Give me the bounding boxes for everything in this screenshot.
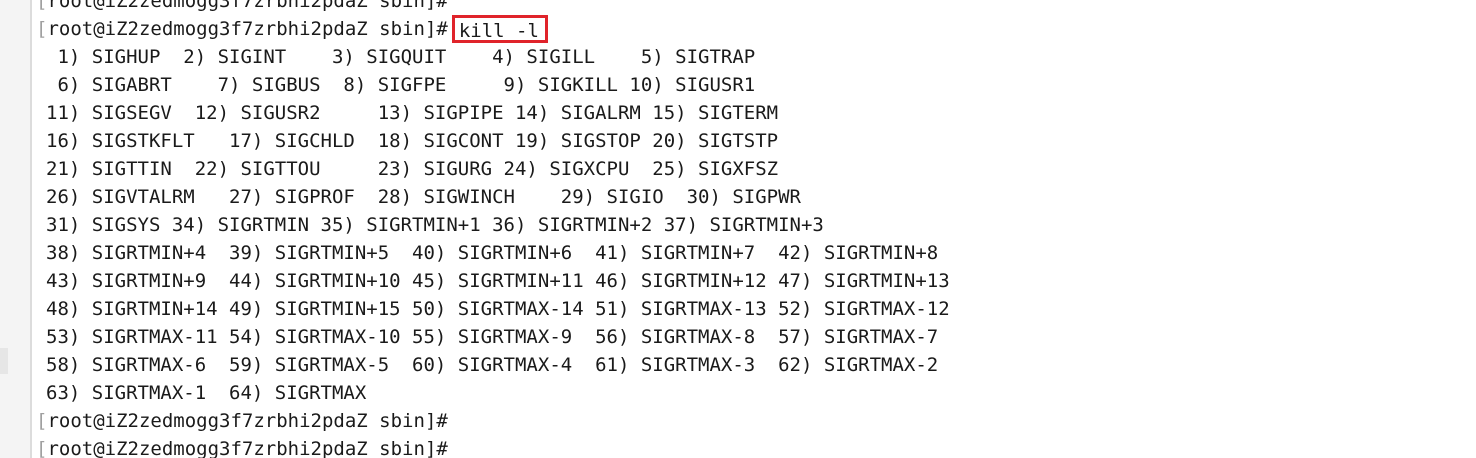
highlighted-command: kill -l — [451, 15, 548, 43]
signal-row: 11) SIGSEGV 12) SIGUSR2 13) SIGPIPE 14) … — [46, 102, 779, 124]
prompt-line-current: [root@iZ2zedmogg3f7zrbhi2pdaZ sbin]# — [36, 435, 950, 458]
signal-row: 1) SIGHUP 2) SIGINT 3) SIGQUIT 4) SIGILL… — [46, 46, 756, 68]
prompt-text: root@iZ2zedmogg3f7zrbhi2pdaZ sbin]# — [47, 410, 448, 432]
prompt-bracket: [ — [36, 438, 48, 458]
signal-row: 58) SIGRTMAX-6 59) SIGRTMAX-5 60) SIGRTM… — [46, 354, 939, 376]
signal-row: 38) SIGRTMIN+4 39) SIGRTMIN+5 40) SIGRTM… — [46, 242, 939, 264]
signal-row: 48) SIGRTMIN+14 49) SIGRTMIN+15 50) SIGR… — [46, 298, 950, 320]
gutter-divider — [30, 0, 32, 458]
signal-row: 16) SIGSTKFLT 17) SIGCHLD 18) SIGCONT 19… — [46, 130, 779, 152]
command-line: [root@iZ2zedmogg3f7zrbhi2pdaZ sbin]# kill… — [36, 15, 950, 43]
gutter-marker — [0, 348, 8, 374]
prompt-bracket: [ — [36, 0, 48, 12]
prompt-text: root@iZ2zedmogg3f7zrbhi2pdaZ sbin]# — [47, 0, 448, 12]
terminal-output: [root@iZ2zedmogg3f7zrbhi2pdaZ sbin]# [ro… — [36, 0, 950, 458]
prompt-line: [root@iZ2zedmogg3f7zrbhi2pdaZ sbin]# — [36, 407, 950, 435]
signal-row: 31) SIGSYS 34) SIGRTMIN 35) SIGRTMIN+1 3… — [46, 214, 824, 236]
signal-row: 63) SIGRTMAX-1 64) SIGRTMAX — [46, 382, 367, 404]
signal-row: 26) SIGVTALRM 27) SIGPROF 28) SIGWINCH 2… — [46, 186, 801, 208]
prompt-bracket: [ — [36, 18, 48, 40]
prompt-line-previous: [root@iZ2zedmogg3f7zrbhi2pdaZ sbin]# — [36, 0, 950, 15]
prompt-text: root@iZ2zedmogg3f7zrbhi2pdaZ sbin]# — [47, 438, 448, 458]
signal-row: 21) SIGTTIN 22) SIGTTOU 23) SIGURG 24) S… — [46, 158, 779, 180]
prompt-bracket: [ — [36, 410, 48, 432]
signal-row: 53) SIGRTMAX-11 54) SIGRTMAX-10 55) SIGR… — [46, 326, 939, 348]
left-gutter — [0, 0, 30, 458]
signal-row: 43) SIGRTMIN+9 44) SIGRTMIN+10 45) SIGRT… — [46, 270, 950, 292]
signal-row: 6) SIGABRT 7) SIGBUS 8) SIGFPE 9) SIGKIL… — [46, 74, 756, 96]
prompt-text: root@iZ2zedmogg3f7zrbhi2pdaZ sbin]# — [47, 18, 448, 40]
